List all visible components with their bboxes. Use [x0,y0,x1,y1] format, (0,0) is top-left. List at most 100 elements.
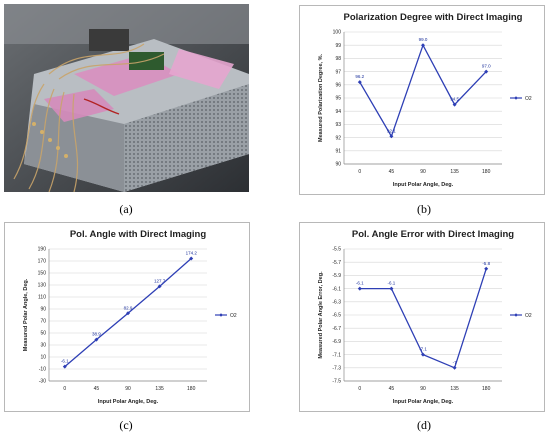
chart2-x-tick: 90 [420,386,426,392]
chart1-data-point [126,311,130,316]
chart0-legend-marker [514,96,518,100]
hardware-photo-illustration [4,4,249,192]
chart0-x-tick: 135 [450,169,459,175]
chart2-y-tick: -7.3 [332,366,341,372]
chart0-x-tick: 180 [482,169,491,175]
chart0-y-tick: 98 [335,56,341,62]
chart1-x-tick: 180 [187,386,196,392]
chart0-y-tick: 99 [335,43,341,49]
chart1-data-point [62,364,67,369]
chart1-y-tick: 110 [38,295,46,301]
chart0-y-tick: 96 [335,83,341,89]
polar-angle-chart: Pol. Angle with Direct Imaging -30 -10 10 30… [23,229,237,405]
chart0-data-point [452,102,457,107]
chart0-x-tick: 90 [420,169,426,175]
chart1-data-point [189,256,194,261]
chart1-x-tick: 135 [155,386,164,392]
chart1-y-tick: -10 [39,367,46,373]
chart1-data-point [94,337,99,342]
chart1-y-tick: 10 [40,355,46,361]
chart2-y-tick: -6.5 [332,313,341,319]
chart2-data-label: -5.8 [482,261,490,266]
chart2-data-point [484,266,489,271]
chart2-x-tick: 180 [482,386,491,392]
chart0-title: Polarization Degree with Direct Imaging [344,12,523,23]
caption-c: (c) [119,418,133,432]
chart2-data-label: -7.1 [419,347,427,352]
chart1-data-label: 82.9 [124,305,133,310]
chart1-y-label: Measured Polar Angle, Deg. [23,278,29,351]
chart2-y-tick: -7.5 [332,379,341,385]
chart1-legend-marker [219,313,223,317]
chart0-y-tick: 97 [335,69,341,75]
chart1-y-tick: 150 [38,271,47,277]
chart0-x-label: Input Polar Angle, Deg. [393,182,454,188]
chart1-data-point [157,284,162,289]
chart1-y-tick: -30 [39,379,46,385]
chart1-y-tick: 90 [40,307,46,313]
chart1-x-tick: 90 [125,386,131,392]
chart1-y-tick: 130 [38,283,47,289]
chart2-legend-marker [514,313,518,317]
chart2-data-point [421,352,425,357]
chart1-data-label: 127.7 [154,278,166,283]
chart0-data-label: 99.0 [419,37,428,42]
chart-panel-c: Pol. Angle with Direct Imaging -30 -10 10 30… [4,222,250,412]
chart1-data-label: 174.2 [186,250,198,255]
caption-d: (d) [417,418,431,432]
chart2-y-tick: -5.9 [332,273,341,279]
chart0-y-tick: 91 [335,149,341,155]
polarization-degree-chart: Polarization Degree with Direct Imaging 9… [318,12,532,188]
chart2-y-tick: -6.3 [332,300,341,306]
chart1-x-label: Input Polar Angle, Deg. [98,399,159,405]
chart0-data-point [389,134,394,139]
chart1-x-tick: 45 [94,386,100,392]
chart0-series-line [359,43,487,138]
chart2-data-point [389,286,394,291]
chart2-x-tick: 45 [389,386,395,392]
chart1-y-tick: 70 [40,319,46,325]
chart0-y-tick: 90 [335,162,341,168]
chart2-x-tick: 135 [450,386,459,392]
hardware-photo [4,4,249,192]
chart2-x-tick: 0 [358,386,361,392]
chart2-y-tick: -5.7 [332,260,341,266]
chart2-y-tick: -6.1 [332,286,341,292]
chart-panel-b: Polarization Degree with Direct Imaging 9… [299,5,545,195]
chart-panel-d: Pol. Angle Error with Direct Imaging -7.5… [299,222,545,412]
chart0-data-point [421,43,425,48]
chart2-title: Pol. Angle Error with Direct Imaging [352,229,514,240]
caption-b: (b) [417,202,431,216]
chart2-y-tick: -7.1 [332,352,341,358]
chart2-data-point [452,365,457,370]
chart0-data-label: 96.2 [355,74,364,79]
chart1-legend-label: O2 [230,313,237,319]
chart0-x-tick: 0 [358,169,361,175]
chart2-data-label: -6.1 [356,281,364,286]
chart0-data-point [357,80,362,85]
chart2-data-label: -6.1 [388,281,396,286]
chart2-data-point [357,286,362,291]
chart1-y-tick: 30 [40,343,46,349]
chart2-legend-label: O2 [525,313,532,319]
chart0-legend-label: O2 [525,96,532,102]
chart1-data-label: 38.9 [92,332,101,337]
chart0-y-tick: 100 [333,30,342,36]
chart0-x-tick: 45 [389,169,395,175]
chart2-y-tick: -6.9 [332,339,341,345]
chart0-y-tick: 93 [335,122,341,128]
chart0-y-tick: 92 [335,135,341,141]
chart1-y-tick: 50 [40,331,46,337]
polar-angle-error-chart: Pol. Angle Error with Direct Imaging -7.5… [318,229,532,405]
chart0-data-label: 94.5 [450,97,459,102]
chart1-title: Pol. Angle with Direct Imaging [70,229,207,240]
caption-a: (a) [119,202,133,216]
chart0-y-tick: 95 [335,96,341,102]
chart1-y-tick: 190 [38,247,47,253]
chart2-y-tick: -5.5 [332,247,341,253]
chart0-data-point [484,69,489,74]
chart1-data-label: -6.1 [61,359,69,364]
chart2-y-label: Measured Polar Angle Error, Deg. [318,271,324,359]
chart1-x-tick: 0 [63,386,66,392]
chart0-data-label: 92.1 [387,128,396,133]
